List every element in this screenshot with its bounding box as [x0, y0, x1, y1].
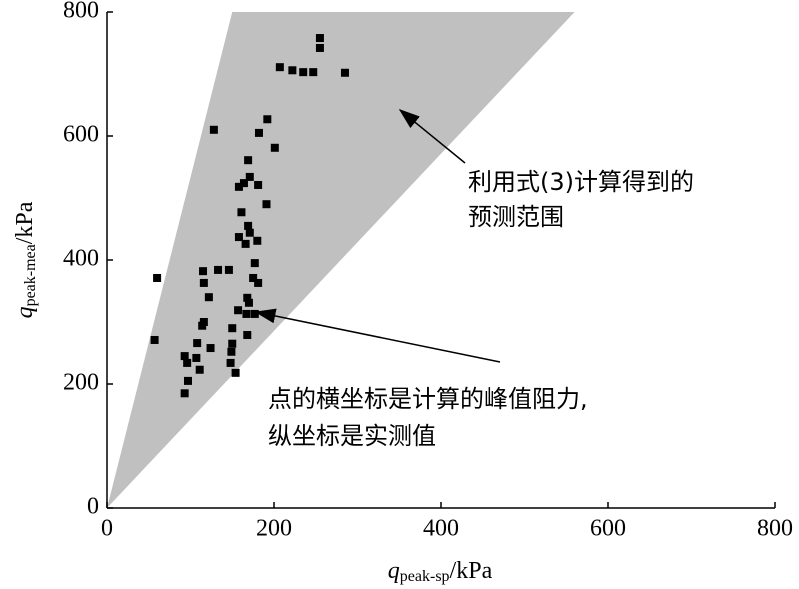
point — [315, 34, 324, 43]
y-tick-label: 800 — [63, 0, 99, 24]
point — [254, 180, 263, 189]
point — [253, 236, 262, 245]
point — [183, 376, 192, 385]
annotation: 预测范围 — [468, 203, 564, 231]
point — [254, 128, 263, 137]
point — [180, 352, 189, 361]
x-label-sub: peak-sp — [400, 568, 450, 585]
y-axis-label: qpeak-mea/kPa — [12, 201, 39, 318]
point — [227, 347, 236, 356]
point — [199, 278, 208, 287]
point — [244, 221, 253, 230]
point — [242, 309, 251, 318]
y-tick-label: 200 — [63, 370, 99, 396]
point — [209, 125, 218, 134]
point — [244, 298, 253, 307]
point — [250, 309, 259, 318]
y-tick-label: 400 — [63, 246, 99, 272]
point — [315, 43, 324, 52]
point — [192, 353, 201, 362]
point — [206, 344, 215, 353]
annotation: 利用式(3)计算得到的 — [468, 168, 694, 196]
point — [262, 200, 271, 209]
point — [239, 179, 248, 188]
plot-area: 0 200 400 600 800 0 200 400 600 800 — [63, 0, 793, 542]
point — [228, 339, 237, 348]
point — [243, 293, 252, 302]
y-label-symbol: q — [12, 306, 38, 318]
point — [228, 324, 237, 333]
x-tick-label: 800 — [757, 516, 793, 542]
point — [245, 228, 254, 237]
point — [243, 331, 252, 340]
point — [270, 143, 279, 152]
annotation-arrow — [398, 109, 466, 164]
point — [195, 365, 204, 374]
point — [340, 68, 349, 77]
point — [244, 156, 253, 165]
point — [150, 335, 159, 344]
x-tick-label: 200 — [256, 516, 292, 542]
point — [275, 63, 284, 72]
y-tick-label: 600 — [63, 122, 99, 148]
prediction-region — [107, 12, 575, 508]
point — [204, 293, 213, 302]
point — [234, 233, 243, 242]
point — [263, 115, 272, 124]
point — [234, 182, 243, 191]
annotation: 点的横坐标是计算的峰值阻力, — [268, 385, 588, 413]
point — [245, 172, 254, 181]
point — [299, 68, 308, 77]
x-tick-label: 400 — [423, 516, 459, 542]
x-axis-label: qpeak-sp/kPa — [388, 558, 493, 585]
point — [309, 68, 318, 77]
point — [153, 273, 162, 282]
point — [180, 389, 189, 398]
point — [288, 66, 297, 75]
point — [231, 368, 240, 377]
point — [226, 358, 235, 367]
point — [224, 265, 233, 274]
point — [249, 273, 258, 282]
point — [199, 267, 208, 276]
x-tick-label: 0 — [101, 516, 113, 542]
point — [234, 306, 243, 315]
x-label-symbol: q — [388, 558, 400, 584]
point — [214, 265, 223, 274]
point — [183, 358, 192, 367]
y-label-sub: peak-mea — [22, 244, 39, 306]
point — [198, 321, 207, 330]
y-tick-label: 0 — [87, 494, 99, 520]
annotation-arrow — [254, 308, 501, 363]
point — [254, 278, 263, 287]
point — [193, 339, 202, 348]
point — [237, 208, 246, 217]
point — [241, 239, 250, 248]
x-label-unit: /kPa — [450, 558, 493, 584]
x-tick-label: 600 — [590, 516, 626, 542]
y-label-unit: /kPa — [12, 201, 38, 244]
point — [250, 259, 259, 268]
annotation: 纵坐标是实测值 — [268, 422, 436, 450]
